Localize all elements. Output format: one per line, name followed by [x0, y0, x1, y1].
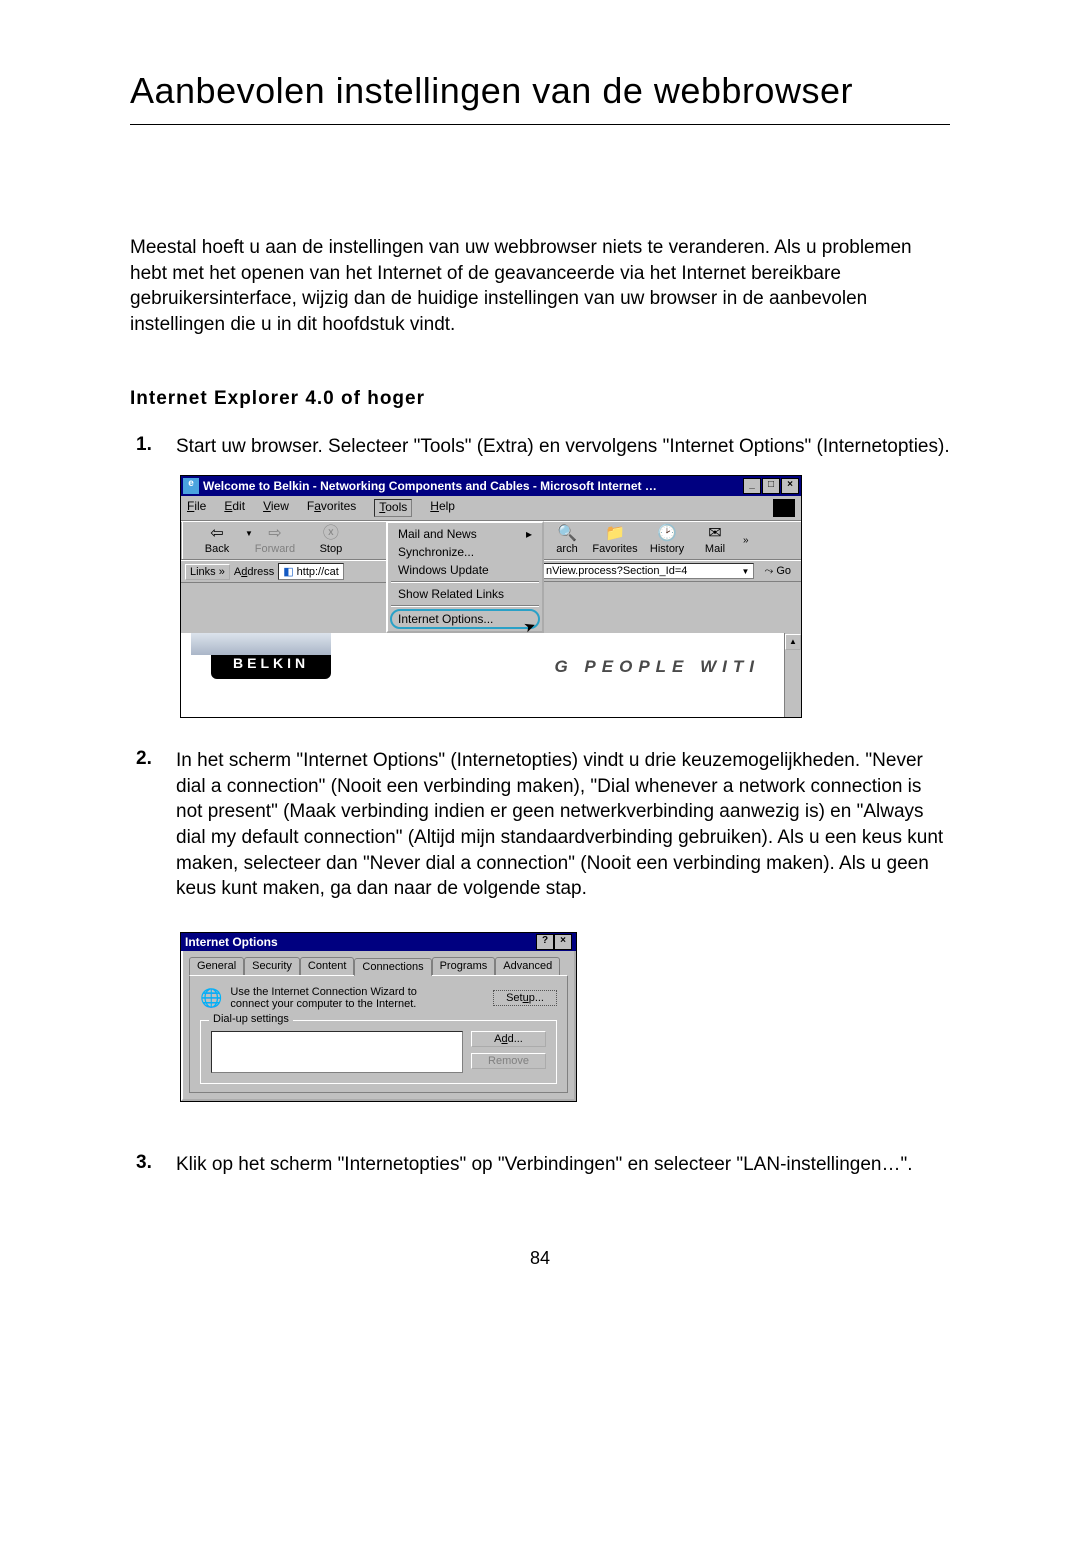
favorites-button[interactable]: 📁Favorites	[587, 524, 643, 557]
add-button[interactable]: Add...	[471, 1031, 546, 1047]
address-dropdown-icon[interactable]: ▼	[742, 567, 750, 576]
step-3-text: Klik op het scherm "Internetopties" op "…	[176, 1152, 950, 1178]
setup-button[interactable]: Setup...	[493, 990, 557, 1006]
tab-content[interactable]: Content	[300, 957, 355, 975]
tools-dropdown: Mail and News▸ Synchronize... Windows Up…	[386, 521, 541, 633]
close-button[interactable]: ×	[554, 934, 572, 950]
dialup-fieldset: Dial-up settings Add... Remove	[200, 1020, 557, 1084]
internet-options-dialog: Internet Options ? × General Security Co…	[180, 932, 577, 1102]
banner-text: G PEOPLE WITI	[554, 657, 760, 677]
mail-icon: ✉	[708, 526, 721, 542]
menu-tools[interactable]: Tools	[374, 499, 412, 517]
mail-button[interactable]: ✉Mail	[691, 524, 739, 557]
maximize-button[interactable]: □	[762, 478, 780, 494]
dialup-legend: Dial-up settings	[209, 1013, 293, 1025]
keyboard-graphic	[191, 633, 331, 655]
stop-button[interactable]: ⓧStop	[303, 524, 359, 557]
history-icon: 🕑	[657, 526, 677, 542]
io-wizard-row: 🌐 Use the Internet Connection Wizard to …	[200, 986, 557, 1010]
globe-icon: 🌐	[200, 988, 222, 1009]
ie-toolbar-left: ⇦Back ▼ ⇨Forward ⓧStop	[181, 521, 386, 560]
toolbar-overflow-icon[interactable]: »	[743, 535, 749, 546]
tools-show-related-links[interactable]: Show Related Links	[390, 585, 540, 603]
page-number: 84	[130, 1248, 950, 1269]
search-icon: 🔍	[557, 526, 577, 542]
step-2-number: 2.	[130, 748, 176, 902]
menu-edit[interactable]: Edit	[224, 499, 245, 517]
ie-menubar: File Edit View Favorites Tools Help	[181, 496, 801, 521]
tab-general[interactable]: General	[189, 957, 244, 975]
tools-mail-and-news[interactable]: Mail and News▸	[390, 525, 540, 543]
address-box-right[interactable]: nView.process?Section_Id=4 ▼	[541, 563, 754, 579]
menu-help[interactable]: Help	[430, 499, 455, 517]
back-button[interactable]: ⇦Back	[189, 524, 245, 557]
ie-address-row-right: nView.process?Section_Id=4 ▼ ⤳ Go	[541, 560, 801, 582]
ie-title-text: Welcome to Belkin - Networking Component…	[203, 479, 743, 493]
tools-internet-options[interactable]: Internet Options...	[390, 609, 540, 629]
tools-windows-update[interactable]: Windows Update	[390, 561, 540, 579]
tab-advanced[interactable]: Advanced	[495, 957, 560, 975]
search-button[interactable]: 🔍arch	[547, 524, 587, 557]
forward-icon: ⇨	[268, 526, 281, 542]
tab-security[interactable]: Security	[244, 957, 300, 975]
document-page: Aanbevolen instellingen van de webbrowse…	[0, 0, 1080, 1319]
io-title-text: Internet Options	[185, 935, 278, 949]
minimize-button[interactable]: _	[743, 478, 761, 494]
io-wizard-text: Use the Internet Connection Wizard to co…	[230, 986, 440, 1010]
address-box-left[interactable]: ◧ http://cat	[278, 563, 344, 580]
remove-button[interactable]: Remove	[471, 1053, 546, 1069]
ie-throbber-icon	[773, 499, 795, 517]
ie-content-area: BELKIN G PEOPLE WITI	[181, 633, 784, 717]
step-3: 3. Klik op het scherm "Internetopties" o…	[130, 1152, 950, 1178]
back-icon: ⇦	[210, 526, 223, 542]
ie-app-icon: e	[183, 478, 199, 494]
io-tabs: General Security Content Connections Pro…	[189, 957, 568, 975]
address-value-right: nView.process?Section_Id=4	[546, 565, 687, 577]
go-button[interactable]: ⤳ Go	[758, 565, 797, 578]
address-value-left: http://cat	[297, 566, 339, 578]
tools-synchronize[interactable]: Synchronize...	[390, 543, 540, 561]
history-button[interactable]: 🕑History	[643, 524, 691, 557]
io-titlebar: Internet Options ? ×	[181, 933, 576, 951]
scroll-up-icon[interactable]: ▲	[785, 634, 801, 650]
vertical-scrollbar[interactable]: ▲	[784, 633, 801, 717]
close-button[interactable]: ×	[781, 478, 799, 494]
menu-favorites[interactable]: Favorites	[307, 499, 356, 517]
ie-toolbar-right: 🔍arch 📁Favorites 🕑History ✉Mail »	[541, 521, 801, 560]
step-1-number: 1.	[130, 434, 176, 460]
dialup-list[interactable]	[211, 1031, 463, 1073]
tab-connections[interactable]: Connections	[354, 958, 431, 976]
page-title: Aanbevolen instellingen van de webbrowse…	[130, 70, 950, 112]
menu-separator	[391, 581, 539, 583]
subheading: Internet Explorer 4.0 of hoger	[130, 388, 950, 410]
favorites-icon: 📁	[605, 526, 625, 542]
step-1-text: Start uw browser. Selecteer "Tools" (Ext…	[176, 434, 950, 460]
tab-programs[interactable]: Programs	[432, 957, 496, 975]
step-2-text: In het scherm "Internet Options" (Intern…	[176, 748, 950, 902]
ie-address-row-left: Links » Address ◧ http://cat	[181, 560, 386, 583]
ie-window-screenshot: e Welcome to Belkin - Networking Compone…	[180, 475, 802, 718]
ie-titlebar: e Welcome to Belkin - Networking Compone…	[181, 476, 801, 496]
address-label: Address	[234, 566, 274, 578]
menu-separator	[391, 605, 539, 607]
intro-paragraph: Meestal hoeft u aan de instellingen van …	[130, 235, 950, 338]
step-2: 2. In het scherm "Internet Options" (Int…	[130, 748, 950, 902]
step-1: 1. Start uw browser. Selecteer "Tools" (…	[130, 434, 950, 460]
links-button[interactable]: Links »	[185, 564, 230, 580]
stop-icon: ⓧ	[323, 526, 339, 542]
menu-view[interactable]: View	[263, 499, 289, 517]
menu-file[interactable]: File	[187, 499, 206, 517]
title-rule	[130, 124, 950, 125]
io-tab-pane: 🌐 Use the Internet Connection Wizard to …	[189, 975, 568, 1093]
help-button[interactable]: ?	[536, 934, 554, 950]
step-3-number: 3.	[130, 1152, 176, 1178]
forward-button[interactable]: ⇨Forward	[247, 524, 303, 557]
ie-page-icon: ◧	[283, 565, 293, 578]
